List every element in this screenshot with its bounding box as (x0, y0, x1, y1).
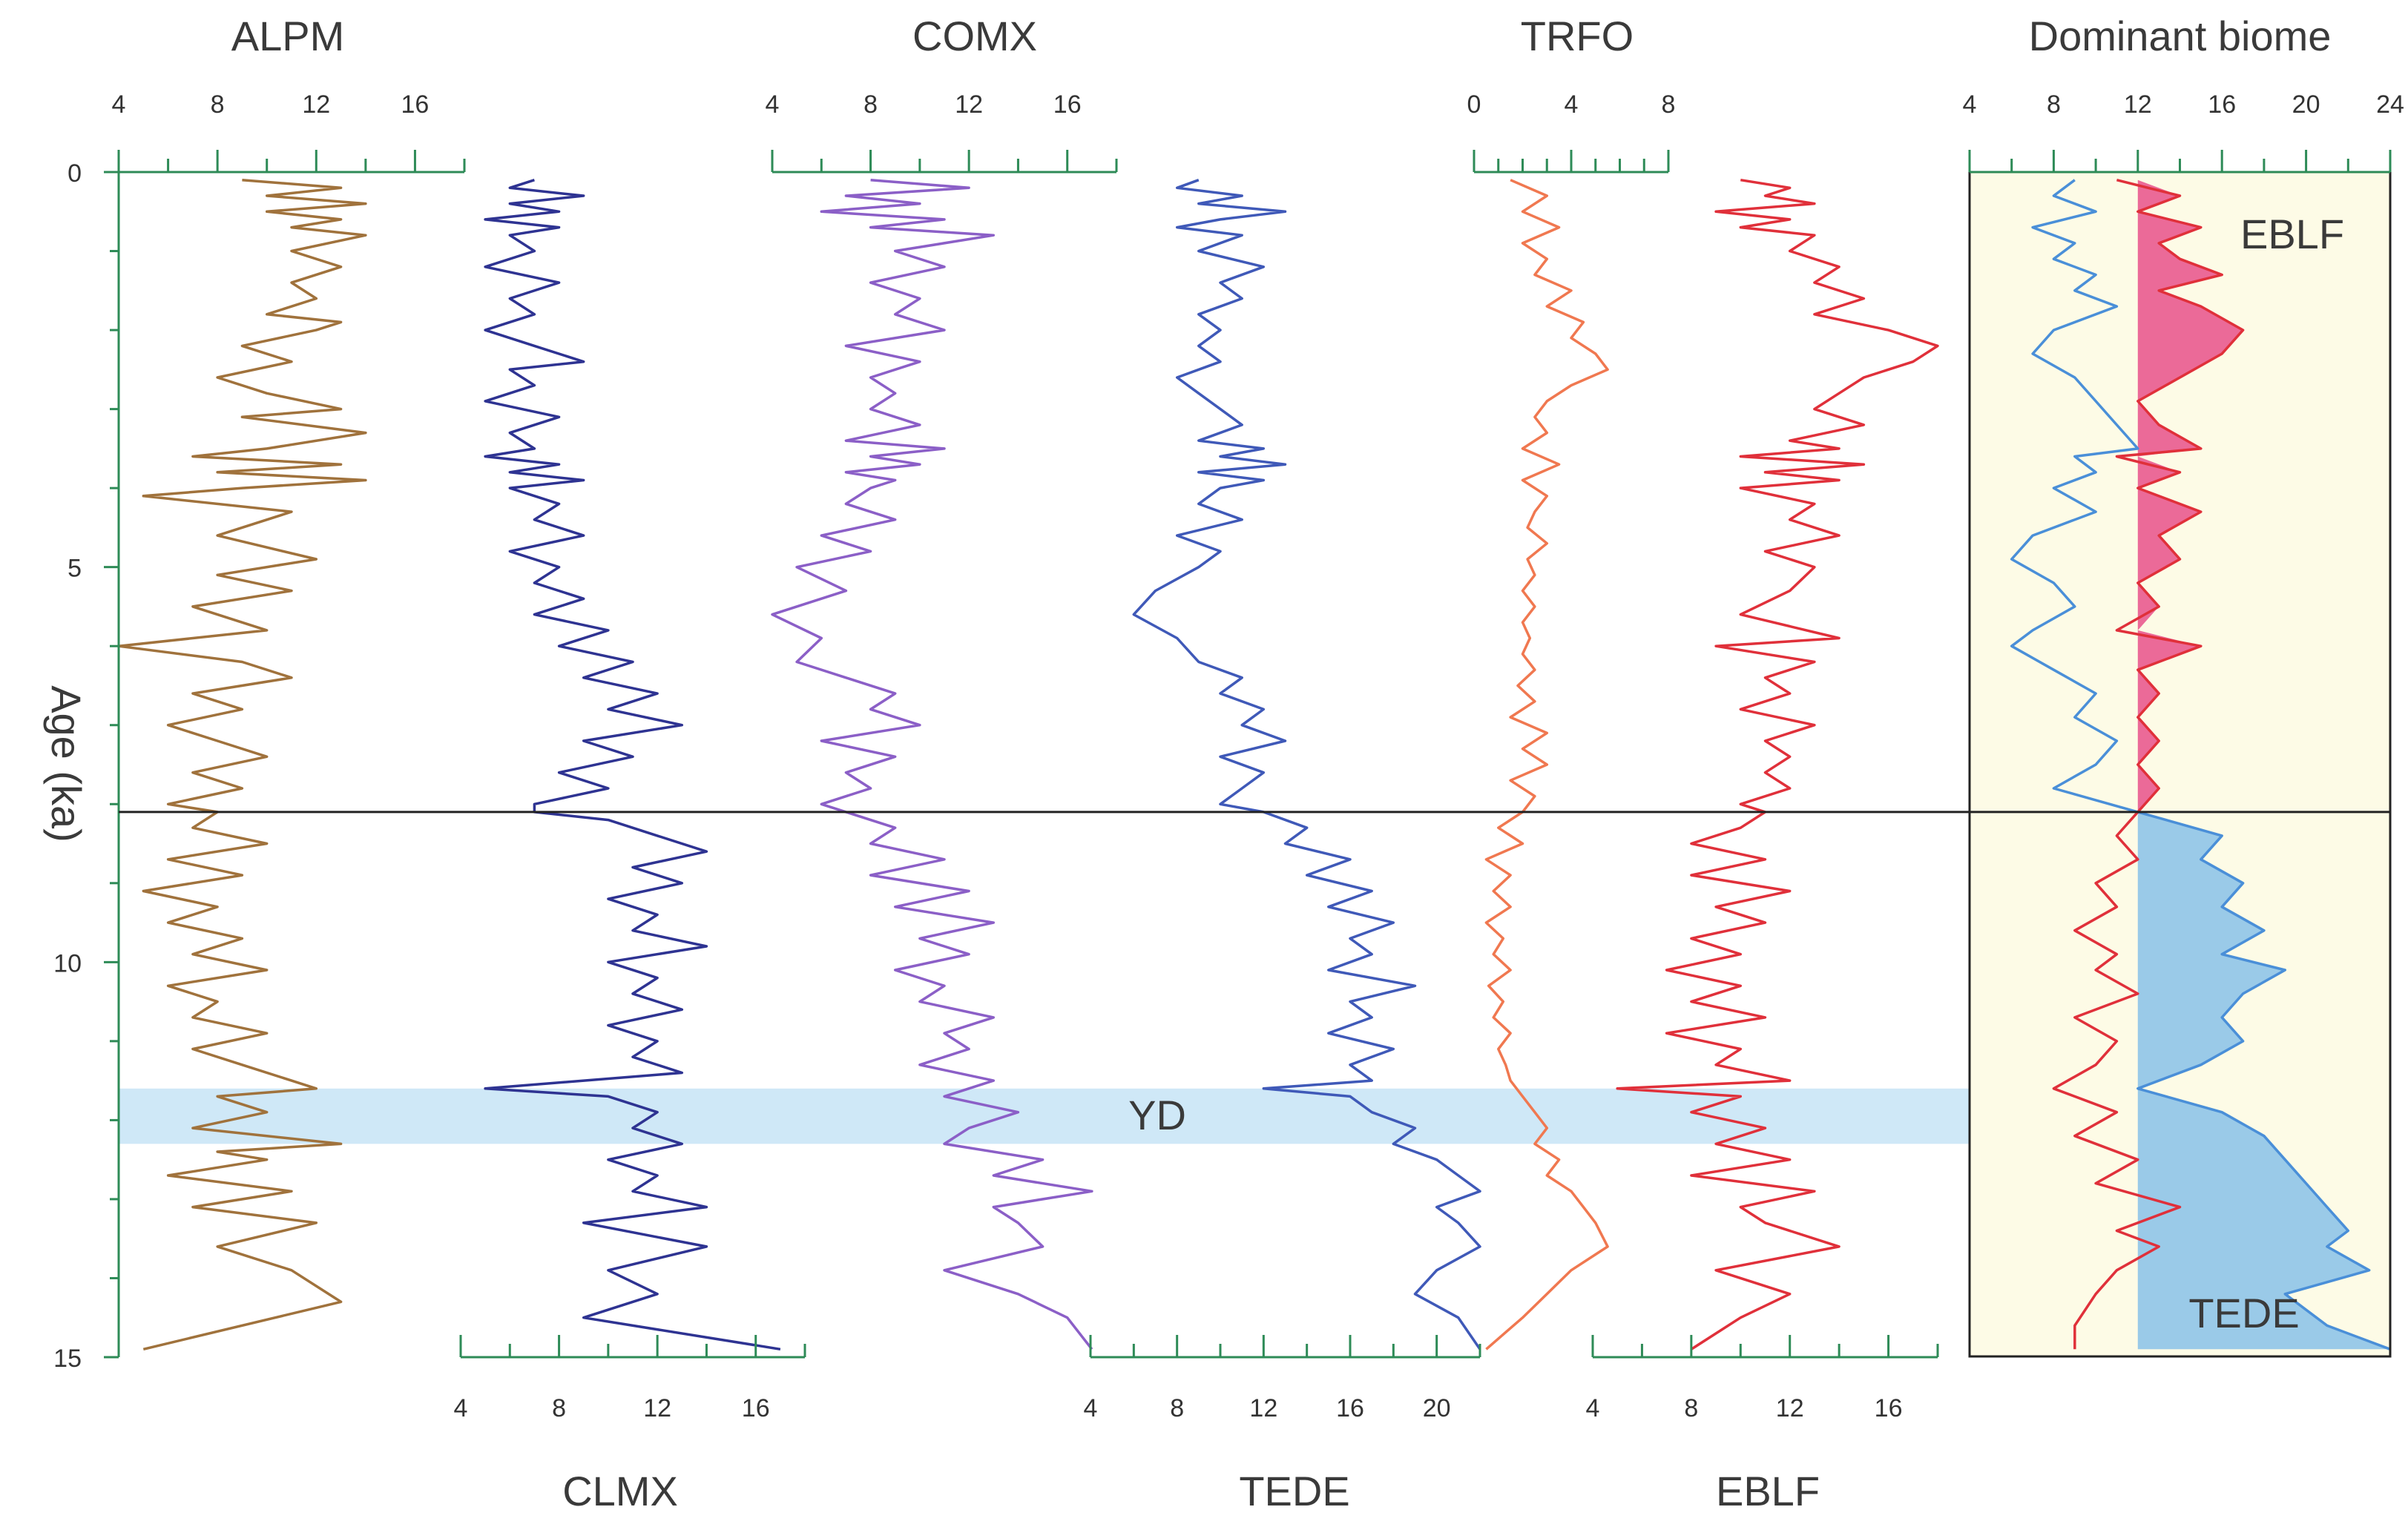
eblf-tick-label: 12 (1776, 1394, 1804, 1422)
clmx-title: CLMX (562, 1468, 678, 1514)
biome-title: Dominant biome (2029, 13, 2332, 59)
biome-eblf-line (2052, 179, 2245, 1350)
comx-tick-label: 4 (766, 90, 780, 119)
biome-tick-label: 24 (2376, 90, 2404, 119)
yd-label: YD (1128, 1092, 1186, 1138)
alpm-tick-label: 16 (401, 90, 430, 119)
labels-layer: YD Age (ka) ALPM CLMX COMX TEDE TRFO EBLF Domina… (43, 13, 2344, 1514)
trfo-tick-label: 0 (1467, 90, 1481, 119)
tede-fill (2137, 811, 2390, 1350)
clmx-tick-label: 16 (742, 1394, 770, 1422)
alpm-tick-label: 12 (302, 90, 330, 119)
age-tick-label: 5 (68, 555, 82, 583)
tede-title: TEDE (1239, 1468, 1349, 1514)
tede-fill-label: TEDE (2188, 1290, 2299, 1336)
biome-tick-label: 12 (2124, 90, 2152, 119)
biome-tick-label: 4 (1963, 90, 1977, 119)
trfo-title: TRFO (1521, 13, 1634, 59)
axes-layer: 0 5 10 15 4 8 12 16 4 8 12 16 4 8 12 16 4 8 12 16 20 0 4 8 4 8 12 1… (53, 90, 2404, 1422)
eblf-fill-label: EBLF (2240, 211, 2344, 257)
comx-title: COMX (912, 13, 1037, 59)
series-layer (117, 178, 2391, 1351)
biome-tick-label: 20 (2292, 90, 2320, 119)
clmx-tick-label: 8 (552, 1394, 566, 1422)
biome-tede-line (2010, 179, 2391, 1350)
age-tick-label: 10 (53, 949, 82, 977)
eblf-title: EBLF (1716, 1468, 1820, 1514)
comx-tick-label: 12 (955, 90, 983, 119)
trfo-tick-label: 8 (1662, 90, 1676, 119)
trfo-tick-label: 4 (1565, 90, 1579, 119)
tede-tick-label: 4 (1084, 1394, 1098, 1422)
biome-tick-label: 8 (2047, 90, 2061, 119)
eblf-fill (2137, 179, 2243, 812)
eblf-tick-label: 4 (1586, 1394, 1600, 1422)
clmx-line (484, 179, 781, 1351)
tede-tick-label: 8 (1170, 1394, 1184, 1422)
tede-tick-label: 12 (1249, 1394, 1277, 1422)
comx-line (771, 178, 1093, 1350)
alpm-tick-label: 4 (112, 90, 126, 119)
tede-tick-label: 20 (1423, 1394, 1451, 1422)
trfo-line (1484, 179, 1609, 1350)
tede-line (1132, 179, 1481, 1350)
comx-tick-label: 16 (1053, 90, 1082, 119)
biome-fill-layer (2137, 179, 2390, 1350)
comx-tick-label: 8 (863, 90, 878, 119)
tede-tick-label: 16 (1336, 1394, 1364, 1422)
age-tick-label: 0 (68, 159, 82, 188)
alpm-line (117, 178, 367, 1351)
age-tick-label: 15 (53, 1345, 82, 1373)
biome-tick-label: 16 (2208, 90, 2236, 119)
clmx-tick-label: 4 (454, 1394, 468, 1422)
age-axis-label: Age (ka) (43, 685, 90, 842)
clmx-tick-label: 12 (643, 1394, 671, 1422)
eblf-tick-label: 16 (1875, 1394, 1903, 1422)
alpm-title: ALPM (231, 13, 345, 59)
eblf-tick-label: 8 (1684, 1394, 1698, 1422)
alpm-tick-label: 8 (211, 90, 225, 119)
eblf-line (1616, 178, 1939, 1350)
